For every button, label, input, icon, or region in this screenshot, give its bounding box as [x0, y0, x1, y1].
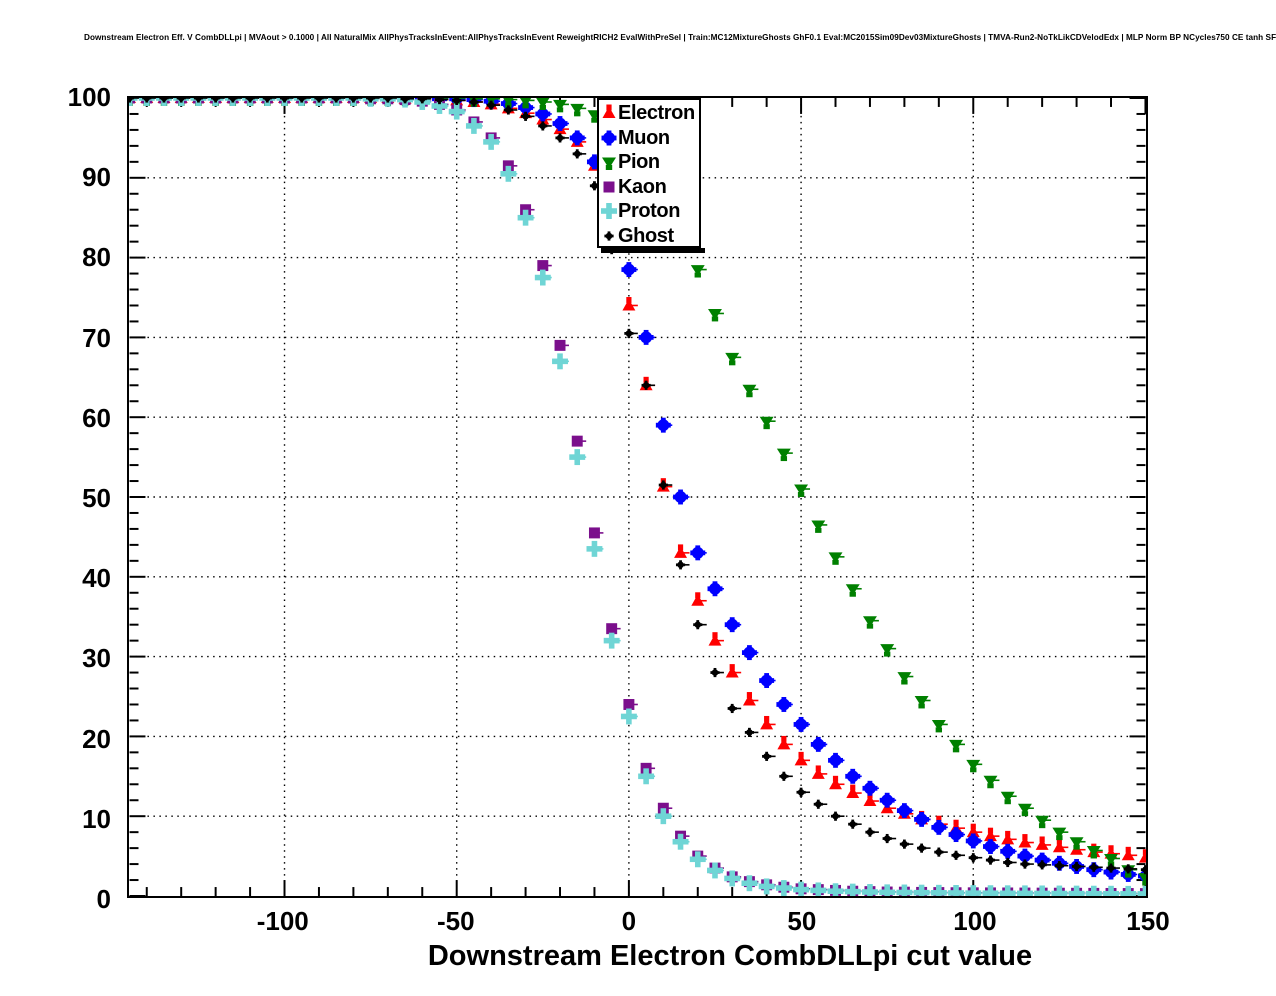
y-tick-label: 10 [82, 803, 111, 834]
x-axis-title: Downstream Electron CombDLLpi cut value [427, 940, 1033, 972]
legend-entry-ghost: Ghost [599, 224, 699, 249]
legend-entry-pion: Pion [599, 150, 699, 175]
legend-label: Ghost [618, 224, 674, 247]
y-tick-label: 50 [82, 483, 111, 513]
plot-legend: Electron Muon Pion Kaon Proton Ghost [597, 98, 701, 248]
triangle-down-icon [600, 153, 618, 171]
legend-label: Pion [618, 151, 660, 174]
x-tick-label: 0 [621, 906, 637, 936]
y-tick-label: 20 [82, 723, 111, 754]
legend-entry-proton: Proton [599, 199, 699, 224]
circle-icon [600, 129, 618, 147]
legend-entry-muon: Muon [599, 126, 699, 151]
y-tick-label: 90 [82, 162, 111, 193]
y-tick-label: 70 [82, 322, 111, 353]
x-tick-label: 50 [787, 906, 817, 936]
y-tick-label: 80 [82, 242, 111, 273]
legend-entry-kaon: Kaon [599, 175, 699, 200]
square-icon [600, 178, 618, 196]
legend-shadow [601, 248, 705, 253]
legend-label: Electron [618, 102, 695, 125]
legend-label: Proton [618, 200, 681, 223]
x-tick-label: -50 [436, 906, 475, 936]
y-tick-label: 40 [82, 563, 111, 594]
legend-label: Kaon [618, 175, 667, 198]
dot-icon [600, 227, 618, 245]
cross-icon [600, 202, 618, 220]
y-tick-label: 60 [82, 402, 111, 433]
series-ghost [129, 98, 1146, 875]
x-tick-label: -100 [256, 906, 309, 936]
x-tick-label: 150 [1126, 906, 1170, 936]
x-tick-label: 100 [953, 906, 997, 936]
series-proton [129, 98, 1146, 896]
legend-label: Muon [618, 126, 670, 149]
y-tick-label: 30 [82, 643, 111, 674]
legend-entry-electron: Electron [599, 101, 699, 126]
plot-title: Downstream Electron Eff. V CombDLLpi | M… [84, 33, 1276, 42]
y-tick-label: 0 [96, 884, 111, 914]
y-tick-label: 100 [67, 82, 111, 112]
triangle-up-icon [600, 104, 618, 122]
